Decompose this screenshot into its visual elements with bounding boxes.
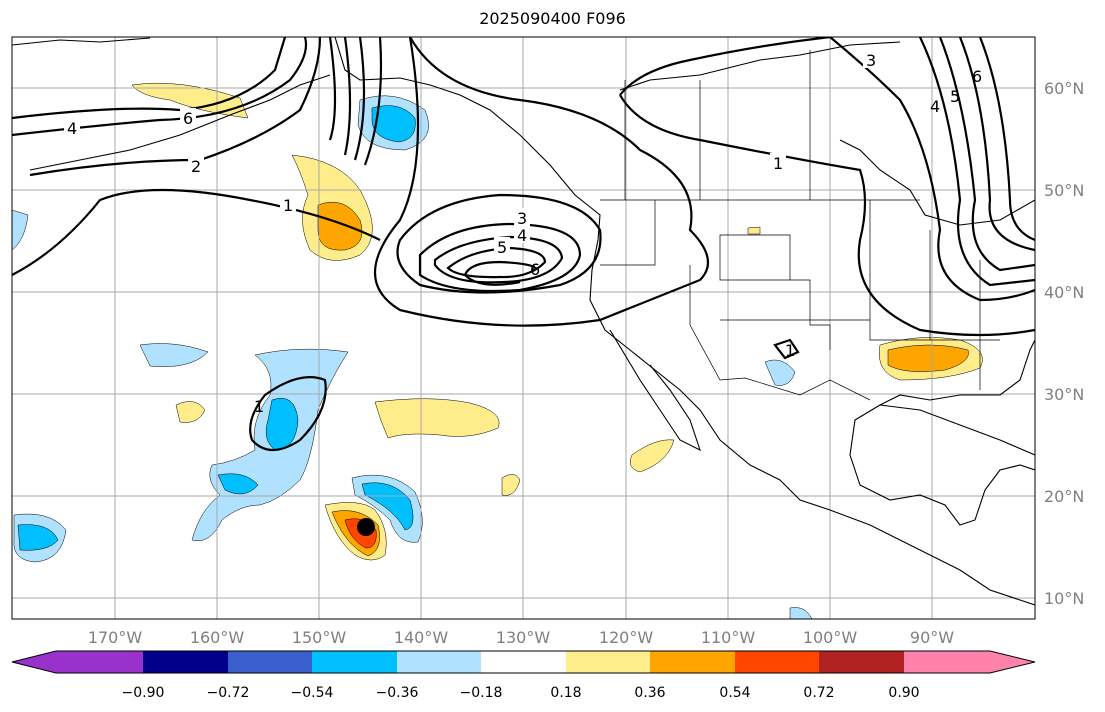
shade-positive xyxy=(317,201,363,251)
shade-negative xyxy=(217,473,259,495)
colorbar-segment xyxy=(143,651,228,673)
x-tick-label: 120°W xyxy=(599,628,654,647)
contour-label: 5 xyxy=(497,238,507,257)
figure-title: 2025090400 F096 xyxy=(479,9,626,28)
x-tick-label: 140°W xyxy=(394,628,449,647)
shade-negative xyxy=(789,607,813,619)
contour-label: 4 xyxy=(67,119,77,138)
colorbar-outline xyxy=(11,650,1036,674)
colorbar-label: 0.36 xyxy=(634,685,665,701)
shade-positive xyxy=(175,401,206,423)
contour-label: 4 xyxy=(930,97,940,116)
shade-positive xyxy=(630,439,675,473)
y-tick-label: 60°N xyxy=(1044,79,1084,98)
shaded-anomalies xyxy=(12,82,983,619)
y-tick-label: 30°N xyxy=(1044,385,1084,404)
y-tick-label: 20°N xyxy=(1044,487,1084,506)
colorbar-label: 0.54 xyxy=(719,685,750,701)
shade-negative xyxy=(361,482,414,531)
contour-lines xyxy=(12,37,1035,452)
x-tick-label: 160°W xyxy=(190,628,245,647)
contour-label: 5 xyxy=(950,87,960,106)
colorbar-extend-low xyxy=(12,651,143,673)
y-axis-ticks: 60°N 50°N 40°N 30°N 20°N 10°N xyxy=(1044,79,1084,608)
contour-label: 6 xyxy=(972,67,982,86)
shade-positive xyxy=(887,344,969,372)
y-tick-label: 40°N xyxy=(1044,283,1084,302)
x-tick-label: 150°W xyxy=(292,628,347,647)
shade-negative xyxy=(139,343,209,367)
contour-label: 4 xyxy=(517,226,527,245)
colorbar-segment xyxy=(481,651,566,673)
shade-positive xyxy=(374,398,500,439)
colorbar-segment xyxy=(228,651,312,673)
shade-positive xyxy=(501,474,521,496)
colorbar xyxy=(11,650,1036,674)
colorbar-label: −0.54 xyxy=(291,685,334,701)
storm-center-marker xyxy=(357,518,375,536)
contour-label: 1 xyxy=(283,196,293,215)
colorbar-label: 0.72 xyxy=(803,685,834,701)
x-axis-ticks: 170°W 160°W 150°W 140°W 130°W 120°W 110°… xyxy=(88,628,954,647)
x-tick-label: 110°W xyxy=(701,628,756,647)
contour-labels: 4 6 2 1 3 4 5 6 1 3 4 5 6 1 1 xyxy=(64,50,982,416)
contour-label: 1 xyxy=(254,397,264,416)
x-tick-label: 100°W xyxy=(803,628,858,647)
colorbar-segment xyxy=(566,651,650,673)
x-tick-label: 130°W xyxy=(496,628,551,647)
colorbar-segment xyxy=(819,651,904,673)
contour-label: 3 xyxy=(517,209,527,228)
colorbar-segment xyxy=(650,651,735,673)
y-tick-label: 50°N xyxy=(1044,181,1084,200)
contour-label: 6 xyxy=(530,260,540,279)
shade-negative xyxy=(17,524,59,551)
colorbar-segment xyxy=(312,651,397,673)
shade-positive xyxy=(131,82,249,119)
y-tick-label: 10°N xyxy=(1044,589,1084,608)
contour-label: 2 xyxy=(191,157,201,176)
colorbar-extend-high xyxy=(904,651,1035,673)
colorbar-labels: −0.90 −0.72 −0.54 −0.36 −0.18 0.18 0.36 … xyxy=(122,685,920,701)
shade-positive xyxy=(747,226,761,235)
map-area xyxy=(12,37,1035,619)
colorbar-label: −0.72 xyxy=(207,685,250,701)
colorbar-label: 0.90 xyxy=(888,685,919,701)
colorbar-segment xyxy=(735,651,819,673)
colorbar-label: −0.18 xyxy=(460,685,503,701)
x-tick-label: 170°W xyxy=(88,628,143,647)
shade-negative xyxy=(265,398,299,451)
coastlines xyxy=(12,37,1035,606)
colorbar-label: 0.18 xyxy=(550,685,581,701)
map-frame xyxy=(11,36,1036,620)
shade-negative xyxy=(371,105,416,143)
colorbar-label: −0.36 xyxy=(376,685,419,701)
x-tick-label: 90°W xyxy=(910,628,954,647)
shade-negative xyxy=(764,359,796,386)
contour-label: 1 xyxy=(773,154,783,173)
contour-label: 1 xyxy=(785,341,795,360)
contour-label: 6 xyxy=(183,109,193,128)
colorbar-label: −0.90 xyxy=(122,685,165,701)
colorbar-segment xyxy=(397,651,481,673)
contour-label: 3 xyxy=(866,51,876,70)
